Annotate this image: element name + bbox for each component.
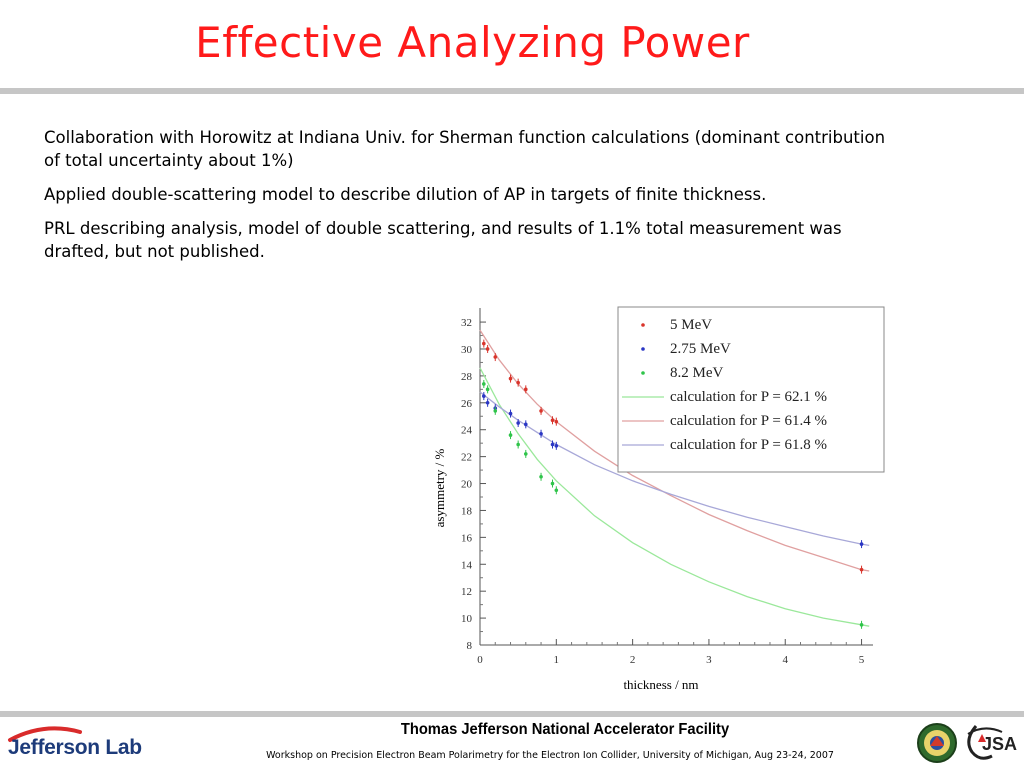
series-1-point <box>550 418 555 423</box>
y-tick-label: 8 <box>467 640 473 652</box>
doe-seal-icon <box>917 723 957 763</box>
series-2-point <box>859 542 864 546</box>
series-3-point <box>550 481 555 486</box>
x-tick-label: 5 <box>859 654 865 666</box>
jsa-logo-text: JSA <box>982 734 1017 754</box>
jefferson-lab-logo: Jefferson Lab <box>8 736 142 759</box>
bullet-3: PRL describing analysis, model of double… <box>44 219 842 261</box>
x-axis-label: thickness / nm <box>623 677 698 692</box>
series-3-point <box>493 409 498 413</box>
series-3-point <box>482 382 486 386</box>
legend-label: 5 MeV <box>670 317 712 333</box>
y-tick-label: 30 <box>461 344 473 356</box>
x-tick-label: 2 <box>630 654 636 666</box>
legend-label: 2.75 MeV <box>670 341 731 357</box>
series-3-point <box>554 488 559 493</box>
bottom-divider <box>0 711 1024 717</box>
series-1-point <box>508 376 513 381</box>
bullet-list: Collaboration with Horowitz at Indiana U… <box>44 126 904 274</box>
series-1-point <box>485 347 490 351</box>
series-3-point <box>516 442 520 447</box>
series-1-point <box>516 380 520 385</box>
series-1-point <box>523 387 528 392</box>
y-tick-label: 10 <box>461 613 473 625</box>
series-1-point <box>493 355 498 359</box>
bullet-2: Applied double-scattering model to descr… <box>44 185 767 204</box>
chart-points <box>482 339 864 629</box>
series-2-point <box>554 444 559 448</box>
series-3-point <box>485 387 490 392</box>
series-3-point <box>523 452 528 456</box>
y-tick-label: 26 <box>461 398 473 410</box>
series-1-point <box>482 341 486 346</box>
legend-marker <box>641 371 645 375</box>
series-3-point <box>859 623 864 627</box>
series-1-point <box>539 409 543 413</box>
top-divider <box>0 88 1024 94</box>
footer-workshop: Workshop on Precision Electron Beam Pola… <box>266 750 834 761</box>
legend-marker <box>641 347 645 351</box>
footer-organization: Thomas Jefferson National Accelerator Fa… <box>400 721 730 738</box>
legend-label: calculation for P = 61.8 % <box>670 437 827 453</box>
series-2-point <box>482 394 486 398</box>
series-2-point <box>485 401 490 405</box>
y-tick-label: 12 <box>461 586 472 598</box>
legend-marker <box>641 323 645 327</box>
chart-curves <box>479 329 870 627</box>
bullet-1: Collaboration with Horowitz at Indiana U… <box>44 128 886 170</box>
y-tick-label: 28 <box>461 371 473 383</box>
y-tick-label: 24 <box>461 425 473 437</box>
calculation-curve-2 <box>479 329 870 572</box>
calculation-curve-3 <box>479 391 870 547</box>
legend-label: calculation for P = 61.4 % <box>670 413 827 429</box>
series-2-point <box>539 431 543 436</box>
slide-title: Effective Analyzing Power <box>195 18 750 67</box>
y-tick-label: 14 <box>461 559 473 571</box>
series-2-point <box>523 422 528 427</box>
calculation-curve-1 <box>479 367 870 627</box>
jefferson-lab-swoosh-icon <box>8 726 82 742</box>
y-tick-label: 20 <box>461 479 473 491</box>
series-1-point <box>859 567 864 572</box>
x-tick-label: 1 <box>554 654 560 666</box>
x-tick-label: 3 <box>706 654 712 666</box>
legend-label: 8.2 MeV <box>670 365 723 381</box>
chart-legend: 5 MeV 2.75 MeV 8.2 MeV calculation for P = … <box>617 306 885 473</box>
x-tick-label: 0 <box>477 654 483 666</box>
y-tick-label: 18 <box>461 505 473 517</box>
legend-label: calculation for P = 62.1 % <box>670 389 827 405</box>
series-2-point <box>550 442 555 447</box>
y-axis-label: asymmetry / % <box>432 448 447 527</box>
y-tick-label: 32 <box>461 317 472 329</box>
x-tick-label: 4 <box>782 654 788 666</box>
y-tick-label: 22 <box>461 452 472 464</box>
series-3-point <box>508 433 513 437</box>
series-1-point <box>554 419 559 424</box>
series-2-point <box>516 421 520 425</box>
jsa-logo-icon: JSA <box>967 725 1017 760</box>
y-tick-label: 16 <box>461 532 473 544</box>
series-3-point <box>539 475 543 479</box>
series-2-point <box>508 411 513 416</box>
